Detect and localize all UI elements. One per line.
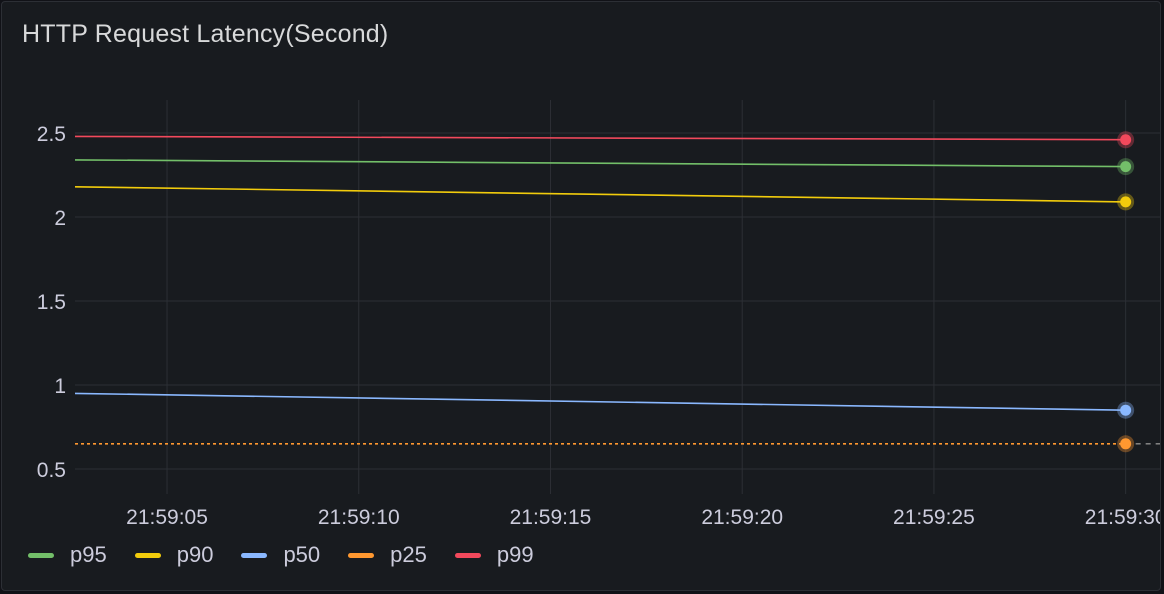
panel-title[interactable]: HTTP Request Latency(Second)	[22, 20, 389, 48]
data-point-p90	[1120, 196, 1132, 208]
data-point-p95	[1120, 161, 1132, 173]
legend-item-p50[interactable]: p50	[241, 542, 320, 568]
y-tick-label: 1	[54, 375, 66, 398]
legend-item-p95[interactable]: p95	[28, 542, 107, 568]
x-tick-label: 21:59:20	[701, 506, 783, 529]
legend-label: p99	[496, 542, 534, 567]
x-tick-label: 21:59:05	[126, 506, 208, 529]
x-tick-label: 21:59:10	[318, 506, 400, 529]
legend-swatch	[134, 552, 161, 558]
legend-label: p95	[70, 542, 107, 567]
y-tick-label: 0.5	[37, 459, 66, 482]
series-line-p50	[74, 392, 1126, 411]
series-line-p95	[74, 159, 1126, 168]
legend-item-p90[interactable]: p90	[134, 542, 214, 568]
legend-label: p50	[283, 542, 321, 567]
series-line-p90	[74, 186, 1126, 203]
legend-swatch	[28, 552, 54, 558]
legend-item-p99[interactable]: p99	[454, 542, 534, 568]
legend-label: p25	[390, 542, 427, 567]
legend-label: p90	[176, 542, 214, 567]
x-tick-label: 21:59:25	[893, 506, 975, 529]
y-tick-label: 1.5	[37, 291, 66, 314]
y-tick-label: 2	[54, 207, 66, 230]
x-tick-label: 21:59:15	[510, 506, 592, 529]
legend-swatch	[348, 552, 375, 558]
data-point-p99	[1120, 134, 1132, 146]
legend-swatch	[454, 552, 481, 558]
data-point-p25	[1120, 438, 1132, 450]
series-line-p99	[74, 135, 1126, 141]
x-tick-label: 21:59:30	[1085, 506, 1161, 529]
legend-swatch	[241, 552, 268, 558]
y-tick-label: 2.5	[37, 123, 66, 146]
data-point-p50	[1120, 404, 1132, 416]
legend: p95 p90 p50 p25 p99	[28, 542, 534, 568]
legend-item-p25[interactable]: p25	[348, 542, 427, 568]
